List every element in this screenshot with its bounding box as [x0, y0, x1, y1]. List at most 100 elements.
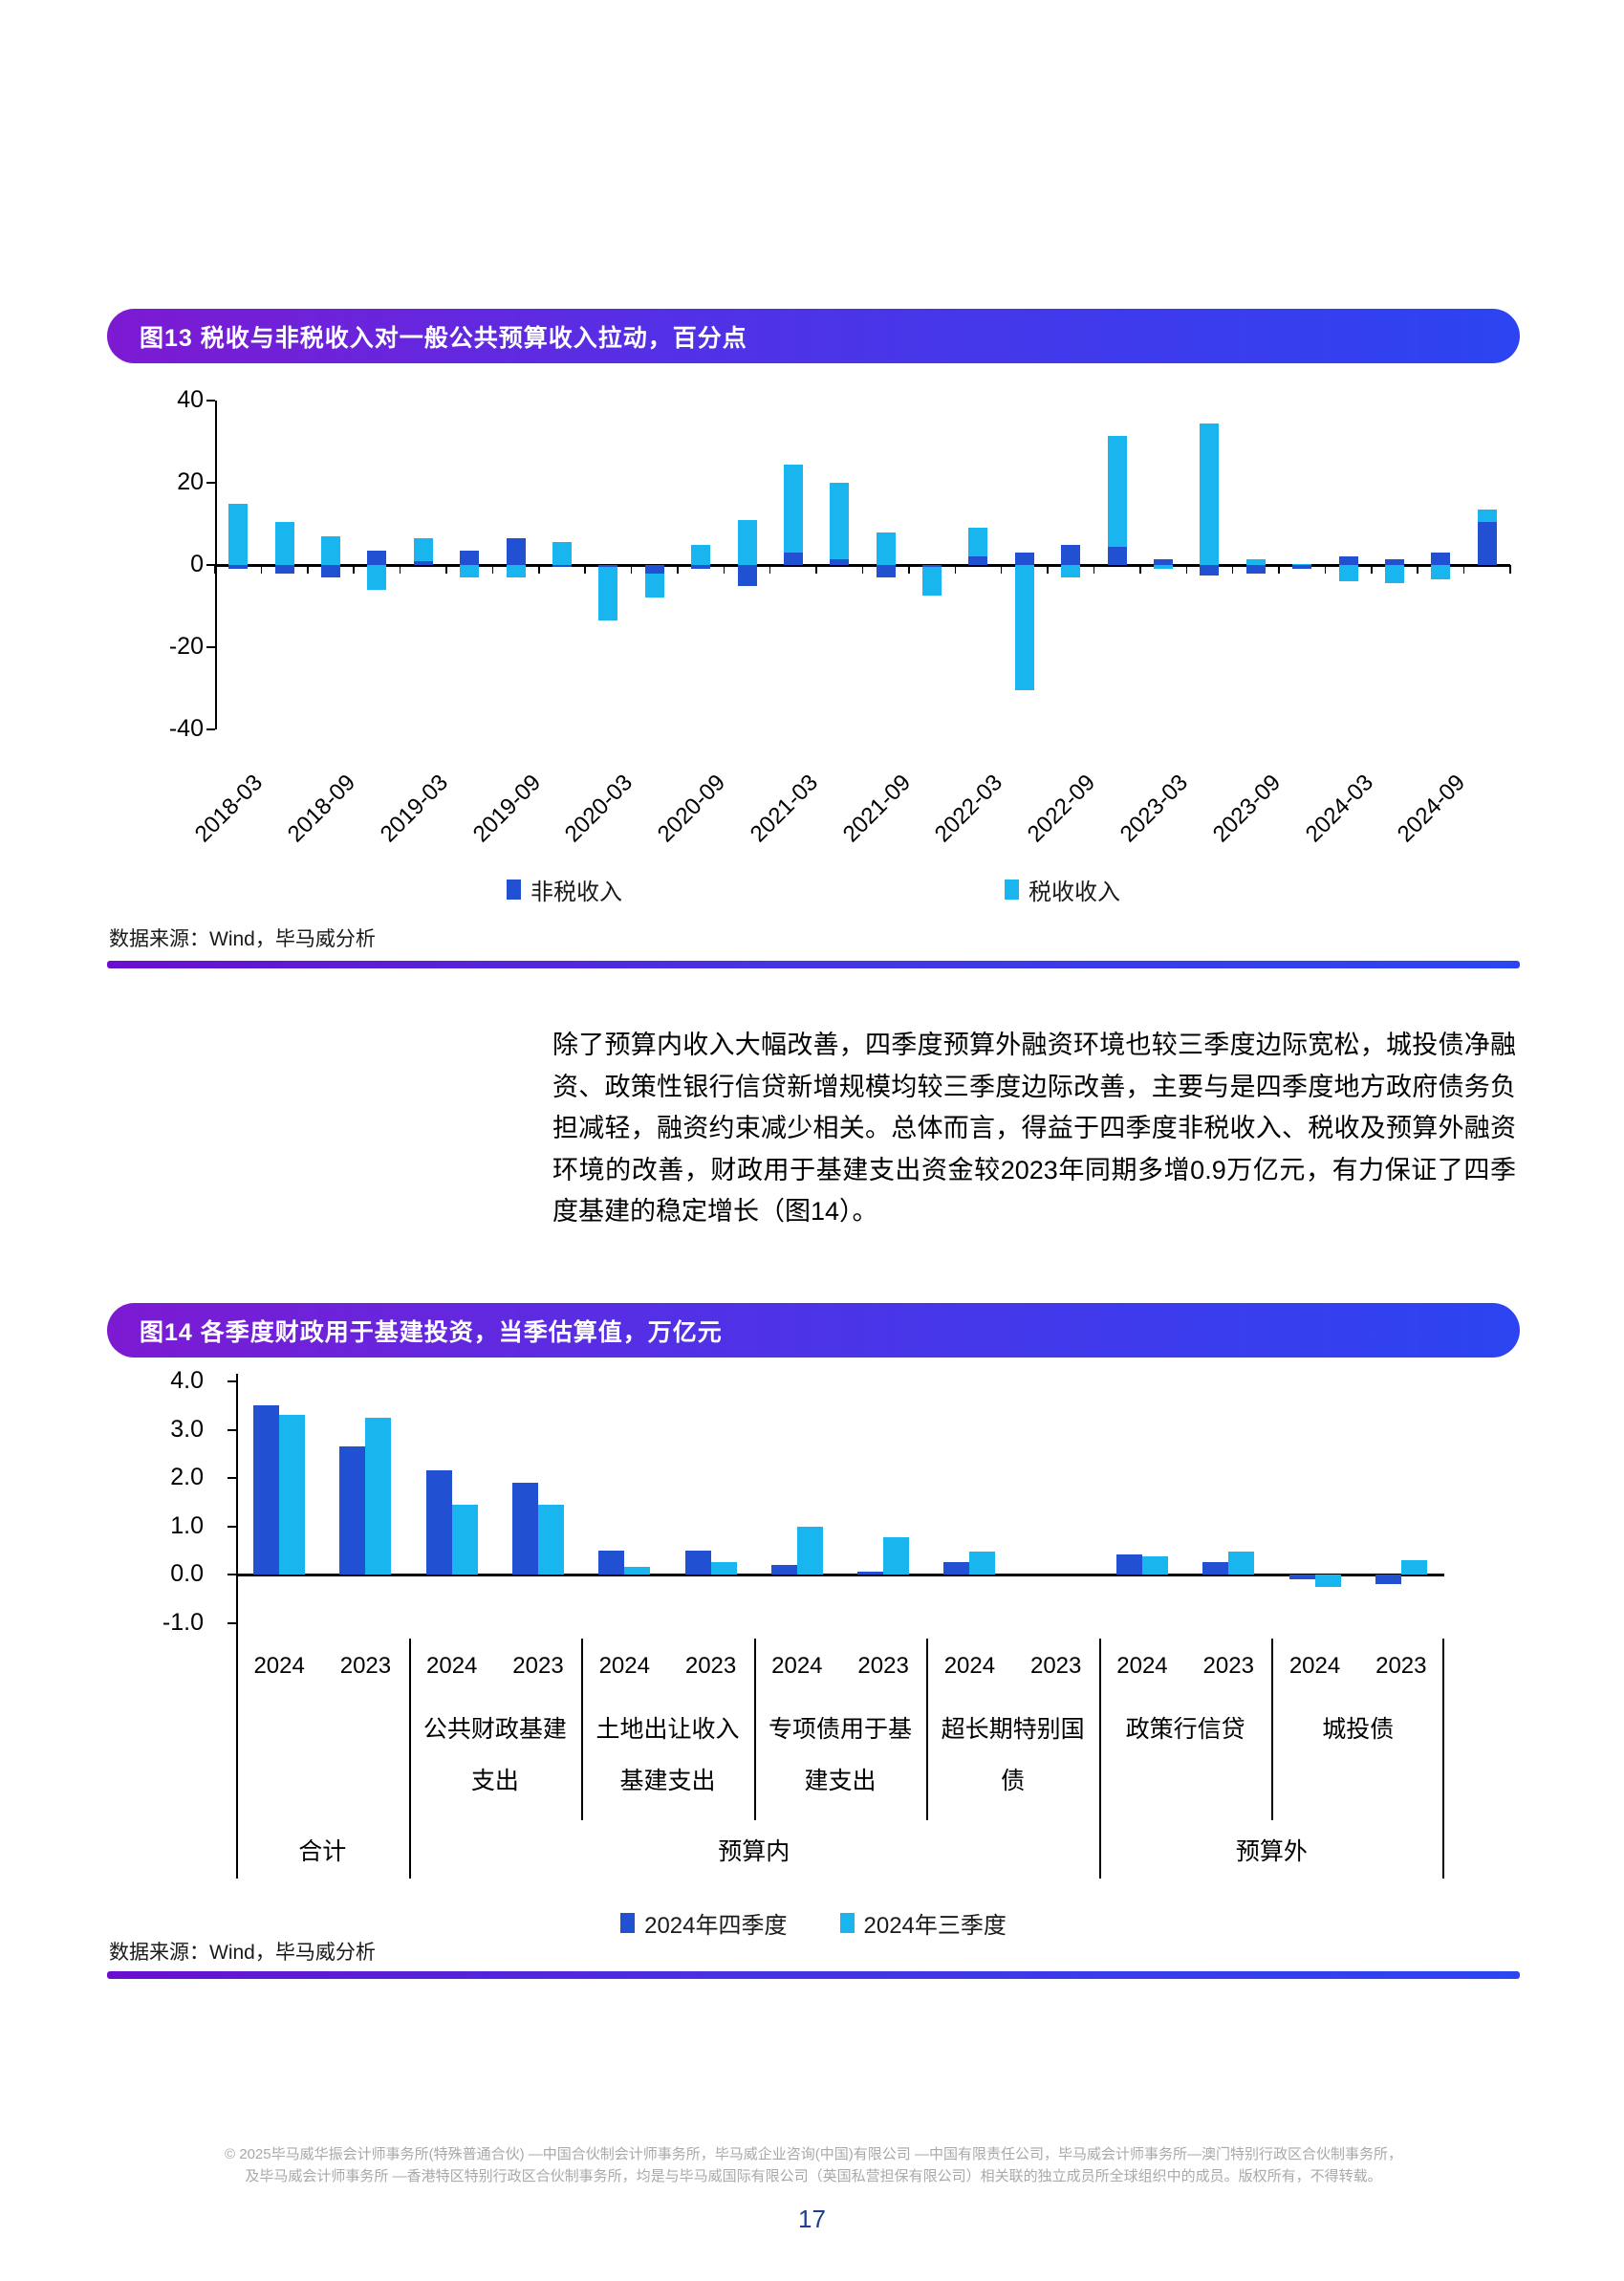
figure13-title: 图13 税收与非税收入对一般公共预算收入拉动，百分点 [140, 324, 747, 352]
bar [943, 1562, 970, 1575]
table-divider-major [236, 1639, 238, 1879]
tax-swatch-icon [1005, 880, 1019, 900]
bar-segment [413, 560, 433, 565]
bar [857, 1572, 884, 1575]
x-axis-label: 2020-03 [560, 770, 639, 848]
figure13-title-bar: 图13 税收与非税收入对一般公共预算收入拉动，百分点 [107, 309, 1520, 363]
year-label: 2023 [1202, 1653, 1254, 1679]
x-axis-label: 2019-03 [375, 770, 453, 848]
bar-segment [1014, 553, 1034, 565]
y-axis-label: 4.0 [170, 1367, 204, 1394]
bar-segment [922, 567, 942, 597]
bar-segment [1154, 558, 1174, 565]
legend-item-nontax: 非税收入 [507, 873, 622, 906]
x-axis-tick [1231, 565, 1234, 574]
bar [1228, 1552, 1255, 1575]
year-label: 2024 [598, 1653, 650, 1679]
bar-segment [320, 565, 340, 577]
bar-segment [1385, 565, 1405, 584]
y-axis-label: 20 [177, 468, 204, 495]
body-paragraph: 除了预算内收入大幅改善，四季度预算外融资环境也较三季度边际宽松，城投债净融资、政… [552, 1031, 1516, 1226]
budget-band-label: 预算内 [718, 1837, 790, 1865]
bar-segment [413, 538, 433, 561]
table-divider-major [1098, 1639, 1101, 1879]
x-axis-line [236, 1573, 1444, 1576]
x-axis-label: 2023-03 [1115, 770, 1194, 848]
table-divider-minor [1271, 1639, 1274, 1820]
figure14-source: 数据来源：Wind，毕马威分析 [109, 1942, 376, 1964]
figure13-source: 数据来源：Wind，毕马威分析 [109, 928, 376, 950]
group-name-line: 专项债用于基 [769, 1716, 913, 1743]
x-axis-tick [954, 565, 957, 574]
y-axis-label: 0 [190, 551, 204, 577]
y-axis-tick [227, 1380, 236, 1382]
bar [969, 1552, 996, 1575]
y-axis-tick [227, 1574, 236, 1575]
bar [770, 1564, 797, 1575]
bar-segment [1431, 565, 1451, 580]
legend-label: 2024年三季度 [863, 1913, 1007, 1939]
figure14-y-axis-labels: 4.0 3.0 2.0 1.0 0.0 -1.0 [122, 1367, 204, 1639]
y-axis-label: 3.0 [170, 1415, 204, 1443]
bar-segment [1431, 553, 1451, 565]
bar-segment [1200, 423, 1220, 565]
q3-swatch-icon [839, 1913, 855, 1933]
year-label: 2023 [684, 1653, 737, 1679]
x-axis-label: 2021-03 [745, 770, 823, 848]
x-axis-tick [214, 565, 216, 574]
y-axis-label: 1.0 [170, 1511, 204, 1539]
budget-band-label: 预算外 [1235, 1837, 1308, 1865]
x-axis-tick [353, 565, 355, 574]
figure14-legend: 2024年四季度 2024年三季度 [107, 1906, 1520, 1940]
table-divider-minor [926, 1639, 929, 1820]
bar-segment [367, 550, 387, 565]
y-axis-tick [227, 1477, 236, 1479]
x-axis-label: 2022-03 [930, 770, 1008, 848]
figure14-title: 图14 各季度财政用于基建投资，当季估算值，万亿元 [140, 1318, 723, 1346]
bar-segment [830, 483, 850, 559]
x-axis-tick [815, 565, 817, 574]
x-axis-tick [1185, 565, 1187, 574]
y-axis-label: -20 [168, 633, 204, 660]
bar-segment [691, 565, 711, 570]
bar [1116, 1553, 1142, 1575]
bar [684, 1550, 711, 1575]
bar-segment [1107, 546, 1127, 565]
bar [279, 1415, 306, 1575]
y-axis-label: -40 [168, 715, 204, 742]
bar-segment [1292, 565, 1312, 570]
bar-segment [876, 565, 896, 577]
x-axis-tick [677, 565, 679, 574]
x-axis-tick [584, 565, 586, 574]
legend-label: 非税收入 [531, 880, 622, 905]
bar-segment [552, 542, 572, 565]
group-name-line: 基建支出 [619, 1768, 716, 1794]
group-name-line: 建支出 [804, 1768, 877, 1794]
year-label: 2024 [943, 1653, 996, 1679]
bar-segment [274, 565, 294, 574]
x-axis-tick [769, 565, 771, 574]
bar [1314, 1575, 1341, 1587]
x-axis-tick [1324, 565, 1327, 574]
x-axis-label: 2023-09 [1207, 770, 1286, 848]
x-axis-tick [399, 565, 401, 574]
bar-segment [506, 565, 526, 577]
figure14-category-table: 2024 2023 2024 2023 2024 2023 2024 2023 2024 2023… [236, 1639, 1444, 1879]
group-name-line: 公共财政基建 [422, 1716, 567, 1743]
x-axis-tick [861, 565, 864, 574]
table-divider-minor [581, 1639, 584, 1820]
bar-segment [1061, 565, 1081, 577]
year-label: 2024 [253, 1653, 305, 1679]
bar-segment [506, 538, 526, 565]
year-label: 2024 [771, 1653, 823, 1679]
bar-segment [691, 544, 711, 565]
bar-segment [1292, 563, 1312, 565]
bar-segment [1107, 435, 1127, 547]
x-axis-tick [445, 565, 447, 574]
x-axis-tick [1093, 565, 1095, 574]
bar-segment [1245, 565, 1266, 574]
bar [538, 1504, 564, 1575]
bar-segment [460, 550, 480, 565]
bar [365, 1417, 392, 1575]
